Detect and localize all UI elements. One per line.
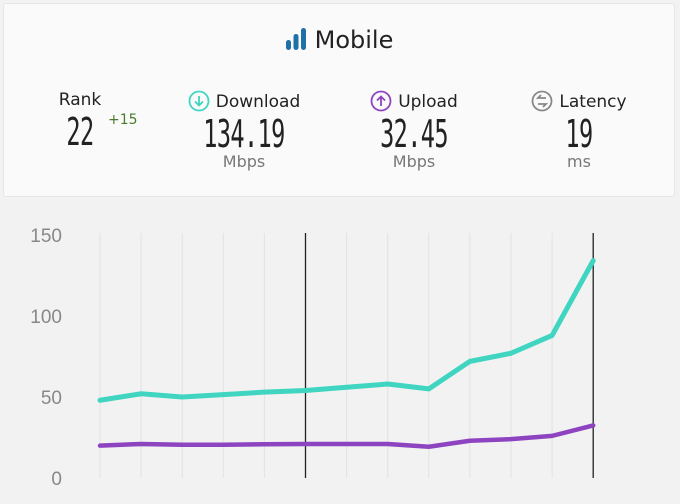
download-unit: Mbps bbox=[222, 152, 266, 171]
latency-value: 19 bbox=[565, 112, 593, 156]
title-text: Mobile bbox=[314, 26, 394, 54]
y-tick-label: 50 bbox=[41, 388, 62, 409]
download-stat: Download 134.19 Mbps bbox=[154, 90, 334, 171]
upload-label: Upload bbox=[344, 90, 484, 112]
rank-label: Rank bbox=[58, 90, 102, 110]
upload-stat: Upload 32.45 Mbps bbox=[344, 90, 484, 171]
rank-change: +15 bbox=[108, 112, 138, 128]
swap-circle-icon bbox=[531, 90, 553, 112]
download-label: Download bbox=[154, 90, 334, 112]
signal-bars-icon bbox=[285, 28, 306, 50]
latency-label-text: Latency bbox=[559, 92, 627, 112]
arrow-down-circle-icon bbox=[188, 90, 210, 112]
latency-stat: Latency 19 ms bbox=[519, 90, 639, 171]
latency-label: Latency bbox=[519, 90, 639, 112]
arrow-up-circle-icon bbox=[370, 90, 392, 112]
upload-label-text: Upload bbox=[398, 92, 458, 112]
y-tick-label: 0 bbox=[51, 469, 62, 490]
latency-unit: ms bbox=[567, 152, 591, 171]
upload-series-line bbox=[97, 423, 596, 449]
download-series-line bbox=[97, 258, 596, 403]
y-tick-label: 150 bbox=[30, 226, 62, 247]
y-tick-label: 100 bbox=[30, 307, 62, 328]
summary-panel: Mobile Rank 22 +15 Download 134.19 Mbps … bbox=[3, 3, 675, 197]
download-label-text: Download bbox=[215, 92, 301, 112]
upload-unit: Mbps bbox=[392, 152, 436, 171]
rank-value: 22 bbox=[66, 110, 94, 154]
connection-type-title: Mobile bbox=[4, 26, 674, 54]
upload-value: 32.45 bbox=[380, 112, 448, 156]
download-value: 134.19 bbox=[203, 112, 285, 156]
rank-stat: Rank 22 bbox=[40, 90, 120, 154]
